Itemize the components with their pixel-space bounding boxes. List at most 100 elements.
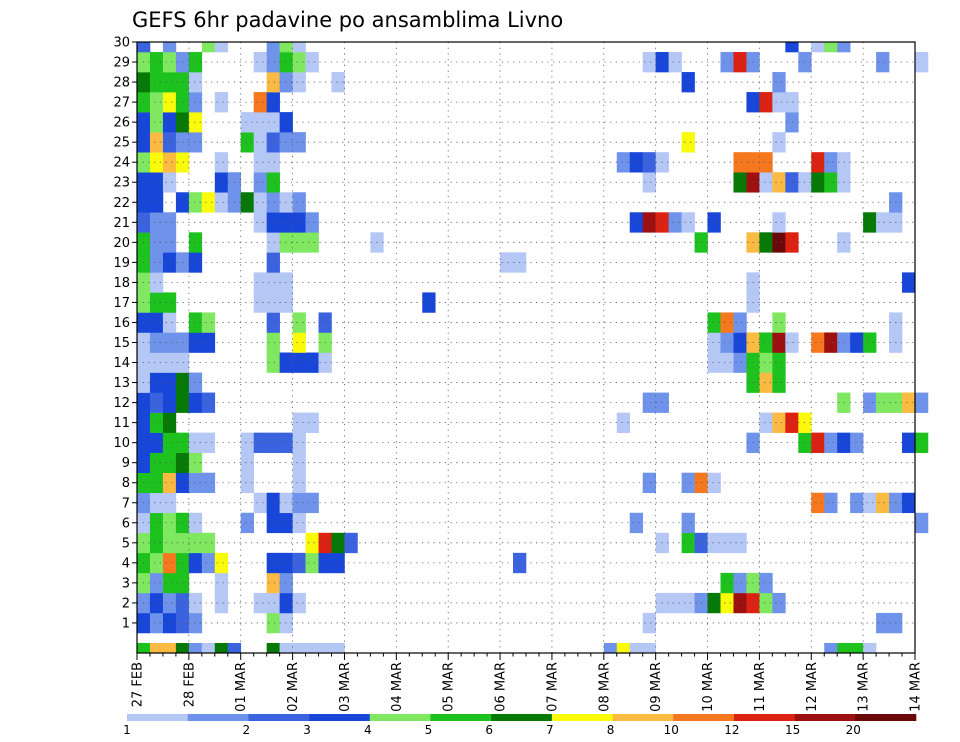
heatmap-cell <box>266 92 280 113</box>
heatmap-cell <box>266 572 280 594</box>
heatmap-cell <box>266 612 280 634</box>
heatmap-cell <box>292 432 306 453</box>
heatmap-cell <box>772 172 786 193</box>
x-tick-label: 08 MAR <box>597 662 612 712</box>
y-tick-label: 5 <box>122 536 130 551</box>
heatmap-cell <box>253 132 267 153</box>
heatmap-cell <box>785 42 799 53</box>
y-tick-label: 27 <box>113 96 130 111</box>
heatmap-cell <box>616 642 631 654</box>
heatmap-cell <box>707 312 721 333</box>
heatmap-cell <box>500 252 514 273</box>
heatmap-cell <box>318 642 332 654</box>
heatmap-cell <box>188 72 203 93</box>
x-tick-label: 04 MAR <box>390 662 405 712</box>
heatmap-cell <box>253 52 267 73</box>
heatmap-cell <box>266 492 280 514</box>
heatmap-cell <box>201 42 216 53</box>
heatmap-cell <box>292 332 306 353</box>
heatmap-cell <box>266 292 280 313</box>
color-legend: 1 2 3 4 5 6 7 8 10 12 15 20 <box>123 714 917 737</box>
heatmap-cell <box>214 642 229 654</box>
heatmap-cell <box>149 332 164 353</box>
heatmap-cell <box>759 412 773 433</box>
heatmap-cell <box>188 52 203 73</box>
heatmap-cell <box>162 92 177 113</box>
heatmap-cell <box>863 332 877 353</box>
heatmap-cells <box>137 42 929 654</box>
legend-swatch <box>369 714 431 721</box>
heatmap-cell <box>162 572 177 594</box>
heatmap-cell <box>707 472 721 494</box>
legend-label: 15 <box>785 723 800 737</box>
heatmap-cell <box>201 332 216 353</box>
heatmap-cell <box>175 152 190 173</box>
y-tick-label: 7 <box>122 496 130 511</box>
heatmap-cell <box>188 552 203 574</box>
heatmap-cell <box>149 252 164 273</box>
y-axis: 1234567891011121314151617181920212223242… <box>113 36 137 631</box>
heatmap-cell <box>850 332 864 353</box>
heatmap-cell <box>175 512 190 534</box>
y-tick-label: 19 <box>113 256 130 271</box>
heatmap-cell <box>266 212 280 233</box>
heatmap-cell <box>266 312 280 333</box>
heatmap-cell <box>227 642 242 654</box>
heatmap-cell <box>175 552 190 574</box>
legend-swatch <box>187 714 249 721</box>
heatmap-cell <box>162 52 177 73</box>
heatmap-cell <box>772 312 786 333</box>
heatmap-cell <box>759 372 773 393</box>
heatmap-cell <box>681 72 695 93</box>
x-tick-label: 03 MAR <box>338 662 353 712</box>
heatmap-cell <box>733 52 747 73</box>
heatmap-cell <box>668 212 682 233</box>
heatmap-cell <box>240 452 254 473</box>
heatmap-cell <box>759 152 773 173</box>
heatmap-cell <box>811 152 825 173</box>
x-tick-label: 10 MAR <box>701 662 716 712</box>
heatmap-cell <box>266 192 280 213</box>
heatmap-cell <box>733 172 747 193</box>
heatmap-cell <box>863 212 877 233</box>
heatmap-cell <box>214 552 229 574</box>
heatmap-cell <box>759 352 773 373</box>
legend-swatch <box>127 714 188 721</box>
heatmap-cell <box>162 452 177 473</box>
heatmap-cell <box>162 592 177 614</box>
y-tick-label: 10 <box>113 436 130 451</box>
heatmap-cell <box>253 172 267 193</box>
heatmap-cell <box>253 152 267 173</box>
heatmap-cell <box>759 572 773 594</box>
heatmap-cell <box>240 472 254 494</box>
y-tick-label: 12 <box>113 396 130 411</box>
heatmap-cell <box>149 352 164 373</box>
heatmap-cell <box>149 52 164 73</box>
y-tick-label: 20 <box>113 236 130 251</box>
heatmap-cell <box>292 132 306 153</box>
heatmap-cell <box>876 392 890 413</box>
heatmap-cell <box>214 152 229 173</box>
x-tick-label: 12 MAR <box>805 662 820 712</box>
heatmap-cell <box>331 72 345 93</box>
heatmap-cell <box>188 252 203 273</box>
heatmap-cell <box>629 152 643 173</box>
heatmap-cell <box>681 532 695 554</box>
heatmap-cell <box>162 612 177 634</box>
heatmap-cell <box>149 512 164 534</box>
y-tick-label: 11 <box>113 416 130 431</box>
heatmap-cell <box>292 472 306 494</box>
heatmap-cell <box>240 512 254 534</box>
legend-label: 5 <box>425 723 433 737</box>
heatmap-cell <box>785 92 799 113</box>
heatmap-cell <box>188 512 203 534</box>
heatmap-cell <box>162 472 177 494</box>
legend-swatch <box>733 714 795 721</box>
heatmap-cell <box>279 42 293 53</box>
heatmap-cell <box>785 112 799 133</box>
y-tick-label: 6 <box>122 516 130 531</box>
heatmap-cell <box>188 312 203 333</box>
heatmap-cell <box>175 352 190 373</box>
heatmap-cell <box>162 432 177 453</box>
heatmap-cell <box>720 532 734 554</box>
